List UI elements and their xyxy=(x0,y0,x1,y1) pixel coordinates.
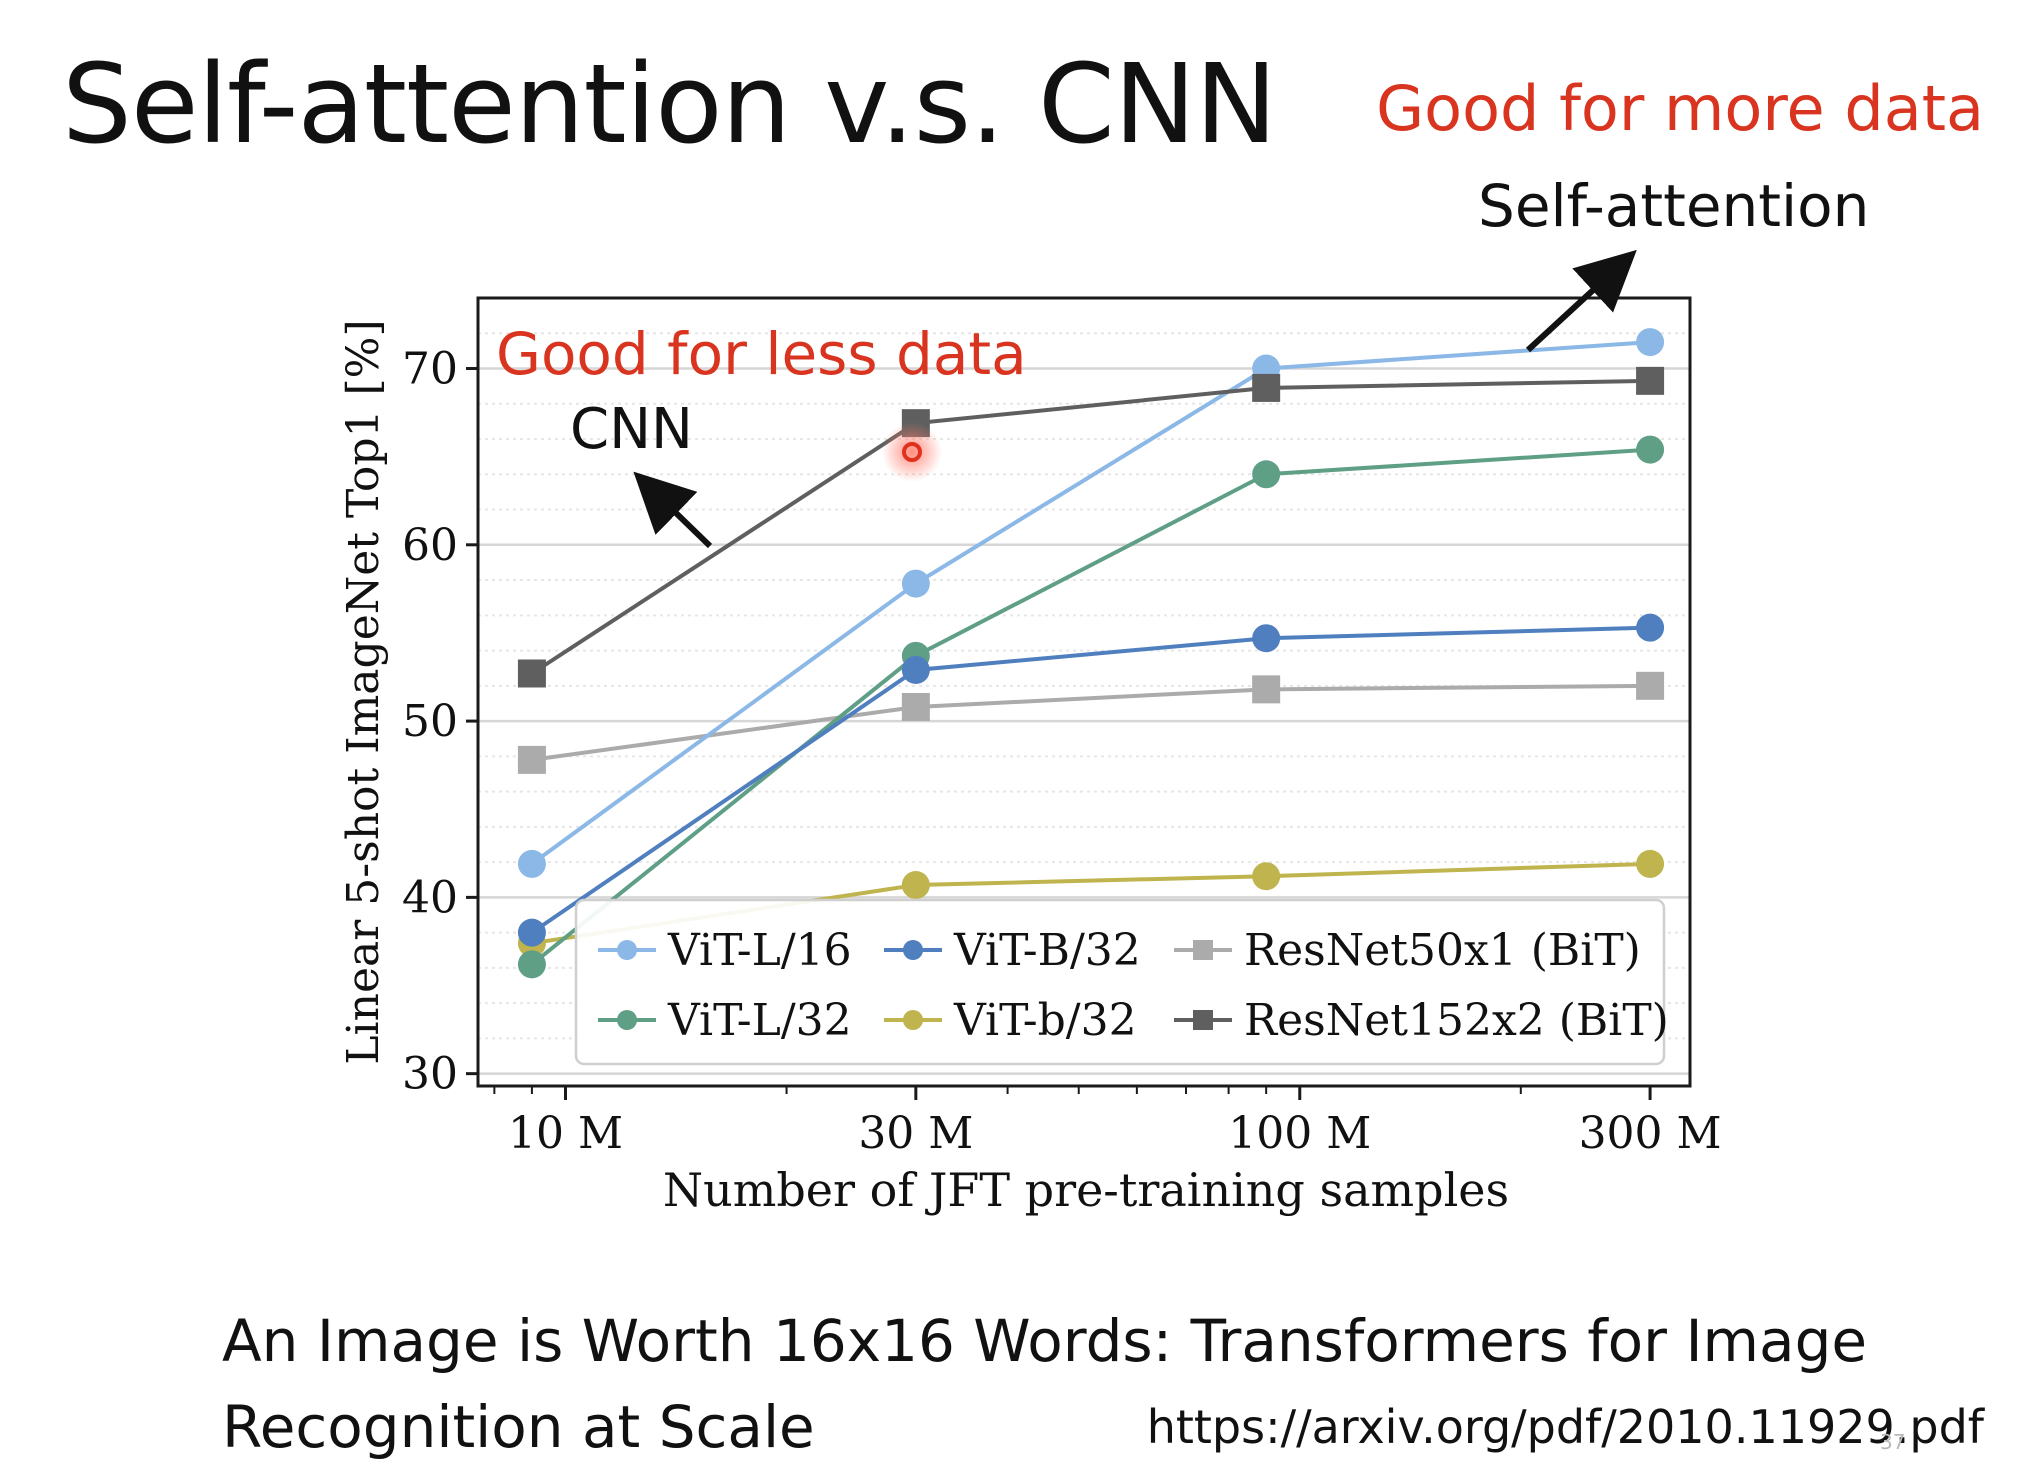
data-point xyxy=(517,745,546,774)
data-point xyxy=(901,569,930,598)
series-line xyxy=(531,683,1651,762)
series-line xyxy=(530,340,1651,866)
legend-marker xyxy=(617,1010,637,1030)
legend-label: ResNet152x2 (BiT) xyxy=(1244,995,1669,1046)
y-tick-label: 30 xyxy=(402,1049,458,1100)
cnn-arrow xyxy=(633,471,713,549)
legend-marker xyxy=(903,1010,923,1030)
data-point xyxy=(517,659,546,688)
plot-frame xyxy=(476,296,1692,1088)
paper-citation: An Image is Worth 16x16 Words: Transform… xyxy=(222,1307,1868,1461)
series-line xyxy=(530,625,1651,935)
data-point xyxy=(517,849,546,878)
legend-item: ViT-b/32 xyxy=(884,995,1137,1046)
legend-label: ResNet50x1 (BiT) xyxy=(1244,925,1641,976)
data-point xyxy=(1636,435,1665,464)
annotation-good-for-less-data: Good for less data xyxy=(496,320,1027,388)
paper-url[interactable]: https://arxiv.org/pdf/2010.11929.pdf xyxy=(1146,1400,1984,1454)
legend-item: ResNet152x2 (BiT) xyxy=(1174,995,1669,1046)
y-tick-label: 60 xyxy=(402,520,458,571)
data-point xyxy=(1636,849,1665,878)
legend-label: ViT-B/32 xyxy=(953,925,1141,976)
series xyxy=(517,328,1665,979)
legend-item: ViT-L/32 xyxy=(598,995,852,1046)
x-tick-label: 10 M xyxy=(508,1108,623,1159)
slide-title: Self-attention v.s. CNN xyxy=(62,40,1277,168)
series-1 xyxy=(517,613,1665,947)
legend-marker xyxy=(617,940,637,960)
data-point xyxy=(1636,613,1665,642)
y-axis-label: Linear 5-shot ImageNet Top1 [%] xyxy=(338,319,389,1064)
y-tick-label: 50 xyxy=(402,696,458,747)
series-line xyxy=(530,378,1651,676)
legend-marker xyxy=(1193,940,1213,960)
axes: 30 40 50 60 70 10 M 30 M 100 M 300 M xyxy=(402,344,1722,1159)
legend-marker xyxy=(1193,1010,1213,1030)
data-point xyxy=(1636,328,1665,357)
data-point xyxy=(1252,862,1281,891)
data-point xyxy=(1252,624,1281,653)
annotation-self-attention: Self-attention xyxy=(1478,172,1870,240)
legend-item: ResNet50x1 (BiT) xyxy=(1174,925,1641,976)
x-tick-label: 100 M xyxy=(1228,1108,1371,1159)
y-tick-label: 70 xyxy=(402,344,458,395)
x-tick-label: 30 M xyxy=(858,1108,973,1159)
data-point xyxy=(901,871,930,900)
legend-label: ViT-L/16 xyxy=(667,925,852,976)
legend-item: ViT-B/32 xyxy=(884,925,1141,976)
data-point xyxy=(1252,460,1281,489)
x-axis-label: Number of JFT pre-training samples xyxy=(663,1163,1509,1217)
legend-box xyxy=(574,898,1666,1066)
data-point xyxy=(1252,373,1281,402)
data-point xyxy=(1252,675,1281,704)
cursor-highlight xyxy=(882,422,942,482)
x-tick-label: 300 M xyxy=(1579,1108,1722,1159)
y-tick-label: 40 xyxy=(402,872,458,923)
legend-item: ViT-L/16 xyxy=(598,925,852,976)
legend-marker xyxy=(903,940,923,960)
self-attention-arrow xyxy=(1525,249,1637,353)
series-line xyxy=(530,447,1651,966)
data-point xyxy=(517,950,546,979)
annotation-cnn: CNN xyxy=(570,397,693,462)
data-point xyxy=(901,655,930,684)
series-2 xyxy=(517,671,1665,774)
legend: ViT-L/16 ViT-B/32 ResNet50x1 (BiT) ViT-L/32… xyxy=(574,898,1669,1066)
data-point xyxy=(901,692,930,721)
data-point xyxy=(1636,366,1665,395)
annotation-good-for-more-data: Good for more data xyxy=(1376,72,1984,145)
legend-label: ViT-b/32 xyxy=(953,995,1137,1046)
data-point xyxy=(517,918,546,947)
legend-label: ViT-L/32 xyxy=(667,995,852,1046)
data-point xyxy=(1636,671,1665,700)
page-number: 37 xyxy=(1880,1430,1906,1454)
